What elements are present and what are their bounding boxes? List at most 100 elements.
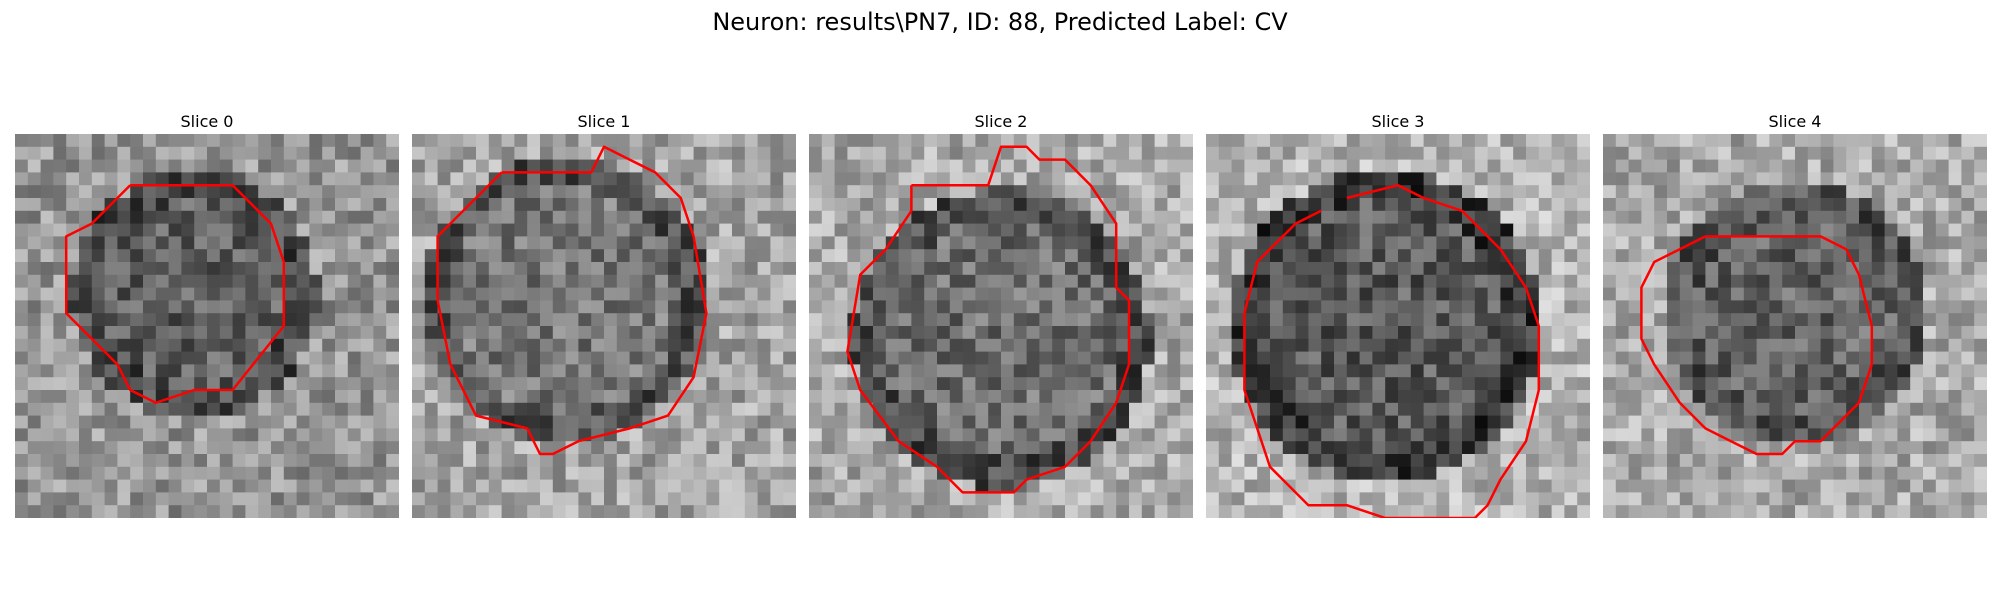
pixel-cell xyxy=(962,338,976,353)
pixel-cell xyxy=(1897,146,1911,161)
pixel-cell xyxy=(1244,313,1258,327)
pixel-cell xyxy=(1846,313,1860,327)
pixel-cell xyxy=(1667,338,1681,353)
pixel-cell xyxy=(693,326,707,340)
pixel-cell xyxy=(1692,492,1706,506)
pixel-cell xyxy=(1026,172,1040,186)
pixel-cell xyxy=(27,287,42,301)
pixel-cell xyxy=(309,300,323,314)
pixel-cell xyxy=(693,479,707,493)
pixel-cell xyxy=(962,134,976,148)
pixel-cell xyxy=(450,338,464,353)
pixel-cell xyxy=(1231,402,1245,417)
pixel-cell xyxy=(168,274,182,289)
pixel-cell xyxy=(732,249,746,263)
pixel-cell xyxy=(1398,428,1412,442)
pixel-cell xyxy=(1462,351,1476,365)
pixel-cell xyxy=(642,338,656,353)
pixel-cell xyxy=(680,338,695,353)
pixel-cell xyxy=(1052,159,1066,173)
pixel-cell xyxy=(1731,505,1745,518)
pixel-cell xyxy=(527,223,541,237)
pixel-cell xyxy=(1820,415,1834,429)
pixel-cell xyxy=(1526,338,1540,353)
pixel-cell xyxy=(1961,479,1975,493)
pixel-cell xyxy=(629,377,643,391)
pixel-cell xyxy=(1654,390,1668,404)
pixel-cell xyxy=(360,146,374,161)
pixel-cell xyxy=(1948,390,1962,404)
pixel-cell xyxy=(591,236,605,250)
pixel-cell xyxy=(1628,377,1642,391)
pixel-cell xyxy=(1090,479,1104,493)
pixel-cell xyxy=(1769,402,1783,417)
pixel-cell xyxy=(680,300,695,314)
pixel-cell xyxy=(1423,313,1437,327)
pixel-cell xyxy=(783,134,796,148)
pixel-cell xyxy=(809,185,823,199)
pixel-cell xyxy=(770,287,784,301)
pixel-cell xyxy=(873,223,887,237)
pixel-cell xyxy=(1167,466,1181,481)
pixel-cell xyxy=(271,287,285,301)
pixel-cell xyxy=(1052,338,1066,353)
pixel-cell xyxy=(1385,287,1399,301)
pixel-cell xyxy=(949,300,964,314)
pixel-cell xyxy=(1935,441,1950,455)
pixel-cell xyxy=(744,492,759,506)
pixel-cell xyxy=(117,441,131,455)
pixel-cell xyxy=(1039,159,1053,173)
pixel-cell xyxy=(232,287,246,301)
pixel-cell xyxy=(1603,441,1617,455)
pixel-cell xyxy=(1218,492,1233,506)
pixel-cell xyxy=(1538,262,1553,276)
pixel-cell xyxy=(1065,236,1079,250)
pixel-cell xyxy=(680,351,695,365)
pixel-cell xyxy=(1769,415,1783,429)
pixel-cell xyxy=(1833,326,1847,340)
pixel-cell xyxy=(271,377,285,391)
pixel-cell xyxy=(1359,262,1373,276)
pixel-cell xyxy=(347,249,362,263)
pixel-cell xyxy=(1807,428,1822,442)
pixel-cell xyxy=(1923,249,1937,263)
roi-contour xyxy=(846,145,1131,494)
pixel-cell xyxy=(924,402,938,417)
pixel-cell xyxy=(437,198,451,212)
pixel-cell xyxy=(1052,415,1066,429)
pixel-cell xyxy=(501,402,515,417)
pixel-cell xyxy=(1001,454,1015,468)
pixel-cell xyxy=(1820,223,1834,237)
pixel-cell xyxy=(719,492,733,506)
pixel-cell xyxy=(1141,172,1156,186)
pixel-cell xyxy=(271,479,285,493)
pixel-cell xyxy=(347,300,362,314)
pixel-cell xyxy=(245,210,259,225)
pixel-cell xyxy=(1846,159,1860,173)
pixel-cell xyxy=(347,236,362,250)
pixel-cell xyxy=(911,505,925,518)
pixel-cell xyxy=(463,274,477,289)
pixel-cell xyxy=(1231,287,1245,301)
pixel-cell xyxy=(1846,236,1860,250)
pixel-cell xyxy=(1270,134,1284,148)
pixel-cell xyxy=(962,505,976,518)
pixel-cell xyxy=(1526,492,1540,506)
pixel-cell xyxy=(1692,134,1706,148)
pixel-cell xyxy=(322,249,336,263)
pixel-cell xyxy=(924,479,938,493)
pixel-cell xyxy=(1500,338,1514,353)
pixel-cell xyxy=(1807,223,1822,237)
pixel-cell xyxy=(885,338,900,353)
pixel-cell xyxy=(1961,492,1975,506)
pixel-cell xyxy=(27,223,42,237)
pixel-cell xyxy=(1603,313,1617,327)
pixel-cell xyxy=(488,198,503,212)
pixel-cell xyxy=(117,454,131,468)
pixel-cell xyxy=(1410,159,1425,173)
pixel-cell xyxy=(1180,159,1193,173)
pixel-cell xyxy=(143,300,157,314)
pixel-cell xyxy=(732,338,746,353)
pixel-cell xyxy=(360,159,374,173)
pixel-cell xyxy=(168,210,182,225)
